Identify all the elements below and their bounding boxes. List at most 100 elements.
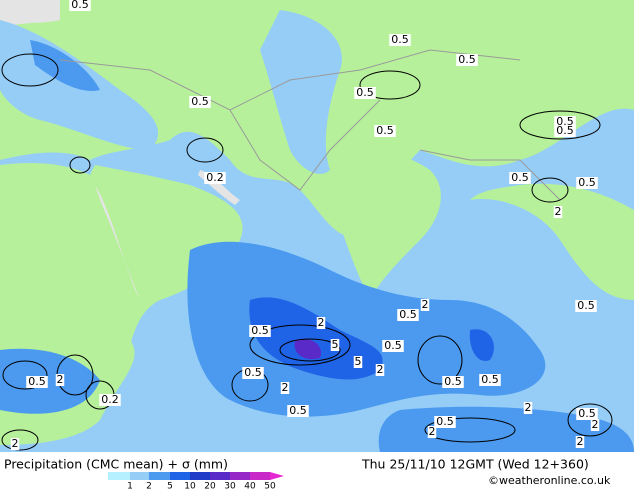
- label-box: [353, 356, 363, 368]
- contour-label: 2: [318, 316, 325, 329]
- label-box: [575, 300, 597, 312]
- precip-light: [260, 10, 342, 174]
- contour-label: 0.5: [511, 171, 529, 184]
- contour-label: 0.5: [481, 373, 499, 386]
- map: 0.50.50.50.50.50.50.50.50.2 0.5 0.5220.50.…: [0, 0, 634, 452]
- precip-medium: [0, 348, 100, 414]
- label-box: [553, 206, 563, 218]
- colorbar-arrow: [270, 472, 284, 480]
- contour-label: 0.5: [578, 407, 596, 420]
- footer-bg: [0, 452, 634, 490]
- label-box: [389, 34, 411, 46]
- contour-label: 2: [282, 381, 289, 394]
- contour-lines: [1, 53, 613, 451]
- contour-label: 0.5: [28, 375, 46, 388]
- contour-label: 0.5: [244, 366, 262, 379]
- colorbar-segment: [108, 472, 130, 480]
- colorbar-label: 2: [146, 482, 152, 490]
- contour-label: 0.5: [356, 86, 374, 99]
- colorbar-label: 30: [224, 482, 236, 490]
- precip-medium: [30, 40, 100, 91]
- label-box: [204, 172, 226, 184]
- label-box: [69, 0, 91, 11]
- label-box: [442, 376, 464, 388]
- sea-north: [0, 0, 60, 30]
- contour-label: 0.5: [556, 115, 574, 128]
- land-arabia: [83, 165, 243, 345]
- colorbar-label: 10: [184, 482, 196, 490]
- contour-label: 0.5: [577, 299, 595, 312]
- label-box: [397, 309, 419, 321]
- label-box: [375, 364, 385, 376]
- label-box: [242, 367, 264, 379]
- colorbar-segment: [149, 472, 170, 480]
- contour-label: 0.2: [101, 393, 119, 406]
- label-box: [576, 408, 598, 420]
- label-box: [509, 172, 531, 184]
- label-box: [575, 436, 585, 448]
- label-box: [330, 339, 340, 351]
- contour-label: 0.5: [556, 124, 574, 137]
- precip-heavy: [249, 297, 383, 380]
- label-box: [26, 376, 48, 388]
- contour-label: 0.5: [251, 324, 269, 337]
- contour-label: 2: [429, 425, 436, 438]
- contour-labels: 0.50.50.50.50.50.50.50.50.2 0.5 0.5220.50.…: [10, 0, 600, 450]
- label-box: [382, 340, 404, 352]
- label-box: [523, 402, 533, 414]
- contour-label: 0.5: [71, 0, 89, 11]
- contour-label: 0.5: [578, 176, 596, 189]
- credit: ©weatheronline.co.uk: [488, 474, 611, 487]
- precip-medium: [187, 241, 546, 417]
- label-box: [479, 374, 501, 386]
- colorbar-label: 1: [127, 482, 133, 490]
- colorbar-label: 20: [204, 482, 216, 490]
- label-box: [374, 125, 396, 137]
- label-box: [280, 382, 290, 394]
- land-asia-south: [470, 183, 634, 300]
- colorbar: 1 2 5 10 20 30 40 50: [108, 472, 284, 490]
- contour-label: 2: [577, 435, 584, 448]
- colorbar-segment: [190, 472, 210, 480]
- contour-label: 0.5: [391, 33, 409, 46]
- label-box: [10, 438, 20, 450]
- contour-label: 5: [332, 338, 339, 351]
- contour-label: 2: [422, 298, 429, 311]
- contour-label: 0.5: [384, 339, 402, 352]
- label-box: [427, 426, 437, 438]
- contour-label: 0.5: [458, 53, 476, 66]
- label-box: [576, 177, 598, 189]
- label-box: [249, 325, 271, 337]
- contour-label: 2: [377, 363, 384, 376]
- valid-time: Thu 25/11/10 12GMT (Wed 12+360): [361, 457, 589, 472]
- contour-label: 2: [12, 437, 19, 450]
- colorbar-label: 40: [244, 482, 256, 490]
- label-box: [354, 87, 376, 99]
- map-title: Precipitation (CMC mean) + σ (mm): [4, 457, 228, 472]
- label-box: [189, 96, 211, 108]
- colorbar-segment: [210, 472, 230, 480]
- contour-label: 0.5: [444, 375, 462, 388]
- contour-label: 2: [57, 373, 64, 386]
- contour-label: 2: [555, 205, 562, 218]
- contour-label: 5: [355, 355, 362, 368]
- precip-very-heavy: [294, 338, 321, 360]
- label-box: [287, 405, 309, 417]
- precip-heavy: [469, 329, 494, 361]
- colorbar-segment: [250, 472, 270, 480]
- label-box: [55, 374, 65, 386]
- contour-label: 0.2: [206, 171, 224, 184]
- land-india: [324, 146, 441, 300]
- colorbar-label: 5: [167, 482, 173, 490]
- label-box: [590, 419, 600, 431]
- label-box: [434, 416, 456, 428]
- label-box: [554, 125, 576, 137]
- contour-label: 0.5: [399, 308, 417, 321]
- colorbar-label: 50: [264, 482, 276, 490]
- label-box: [456, 54, 478, 66]
- colorbar-segment: [230, 472, 250, 480]
- label-box: [99, 394, 121, 406]
- contour-label: 0.5: [436, 415, 454, 428]
- red-sea: [95, 185, 140, 300]
